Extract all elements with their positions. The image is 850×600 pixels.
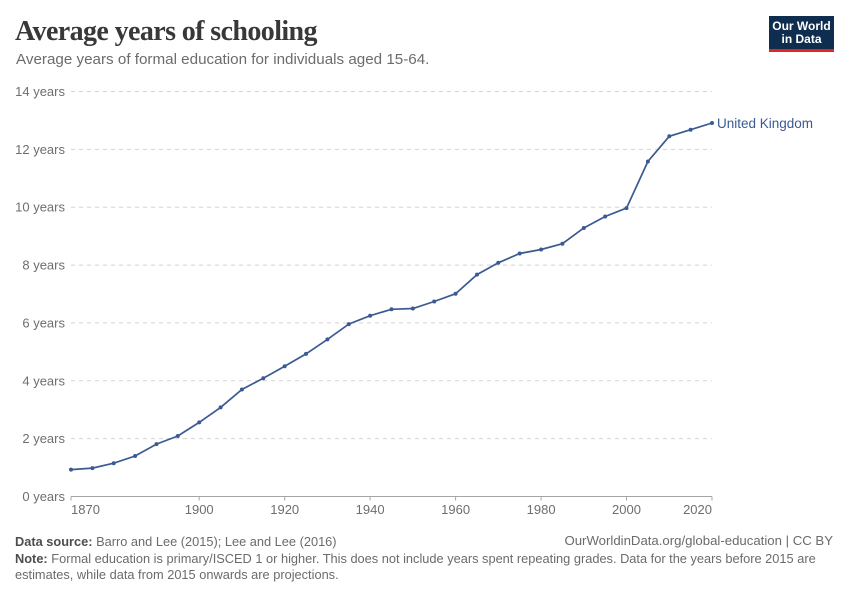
svg-text:1870: 1870 [71,502,100,517]
svg-text:1980: 1980 [527,502,556,517]
svg-text:1940: 1940 [356,502,385,517]
svg-text:14 years: 14 years [15,84,65,99]
svg-text:1900: 1900 [185,502,214,517]
svg-text:6 years: 6 years [22,315,65,330]
svg-text:1960: 1960 [441,502,470,517]
svg-text:0 years: 0 years [22,489,65,504]
svg-text:10 years: 10 years [15,200,65,215]
svg-text:2 years: 2 years [22,431,65,446]
svg-text:2000: 2000 [612,502,641,517]
svg-text:12 years: 12 years [15,142,65,157]
svg-text:1920: 1920 [270,502,299,517]
svg-text:4 years: 4 years [22,373,65,388]
svg-text:8 years: 8 years [22,258,65,273]
svg-text:2020: 2020 [683,502,712,517]
